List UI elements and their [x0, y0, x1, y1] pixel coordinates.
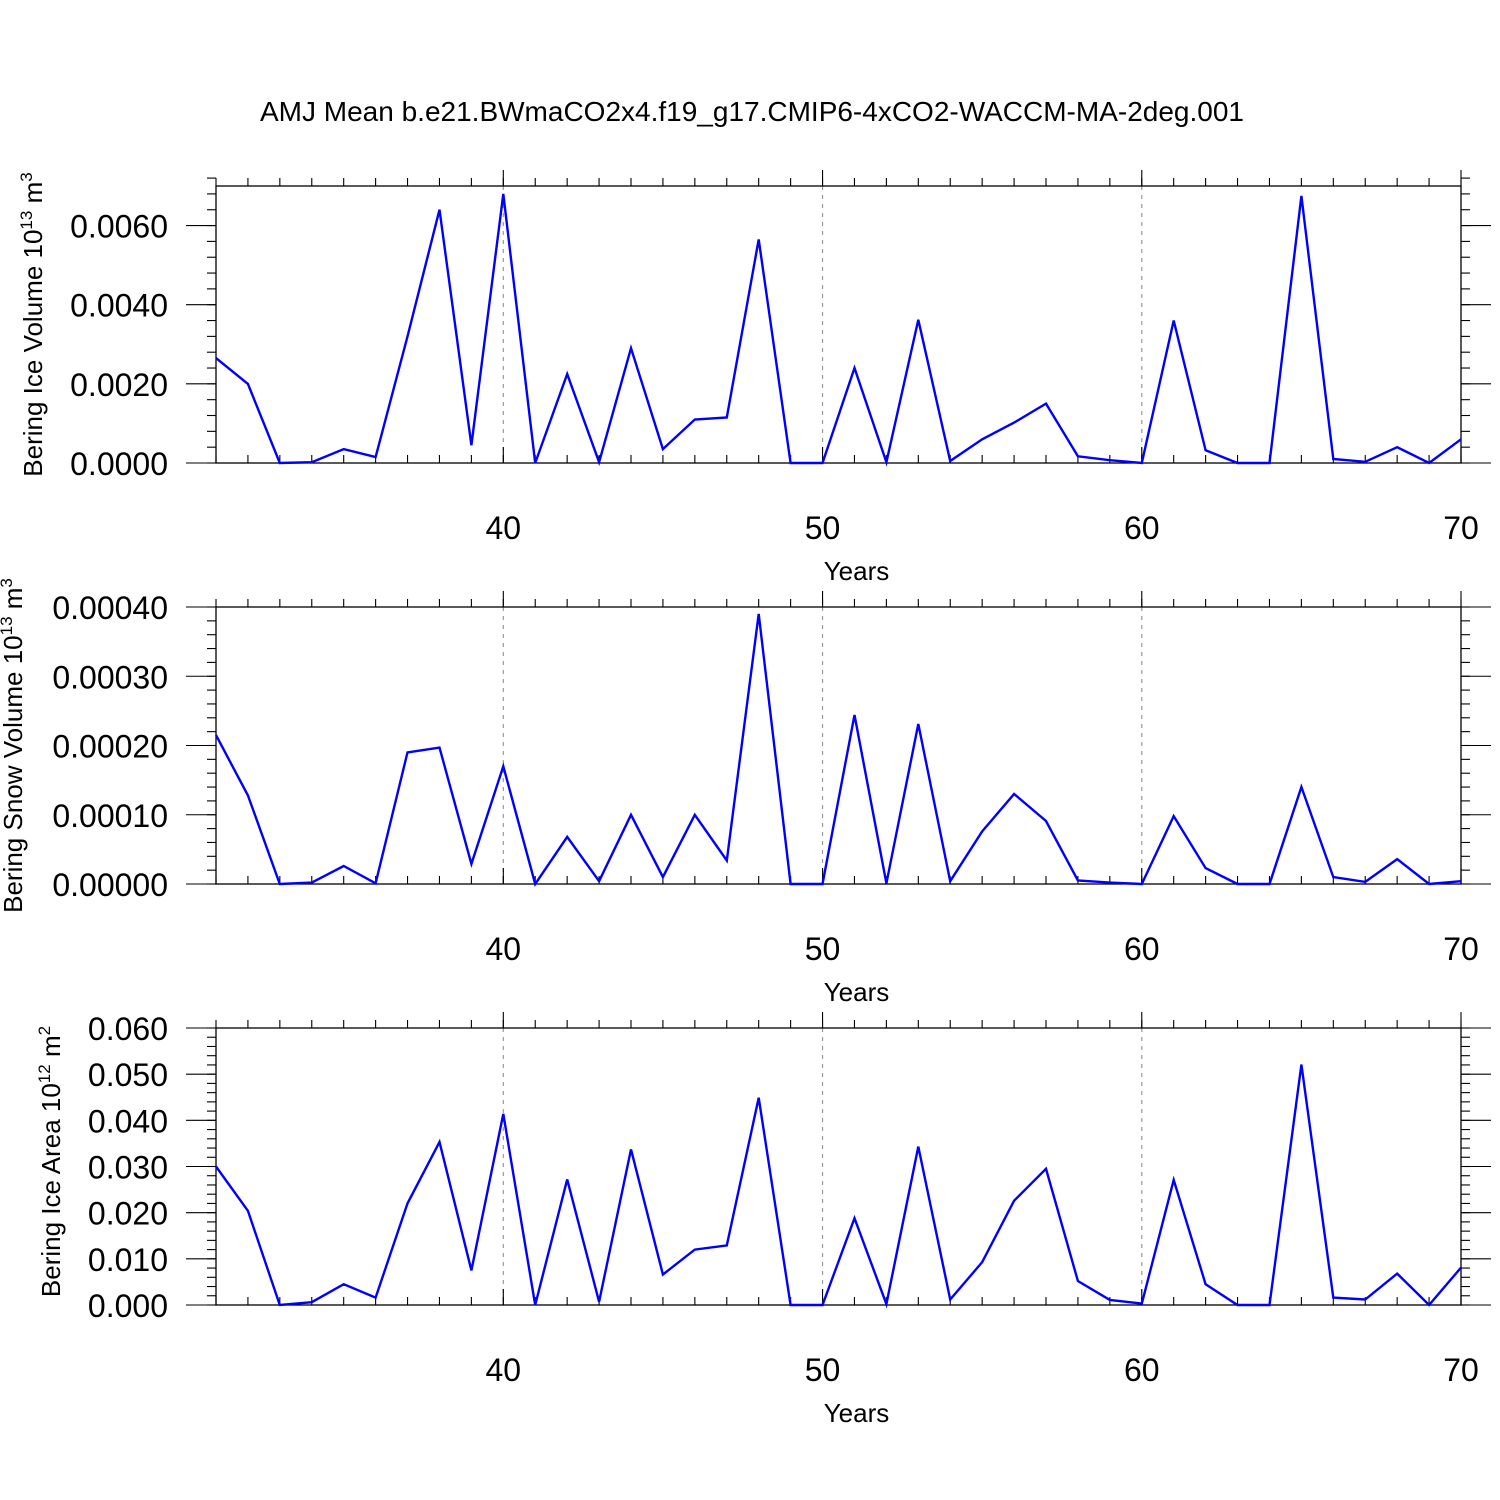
y-tick-label-ice-volume: 0.0000	[70, 446, 168, 482]
ylabel-ice-area-unit: m	[36, 1035, 66, 1064]
ylabel-ice-volume-text: Bering Ice Volume 10	[18, 230, 48, 477]
y-tick-label-ice-area: 0.060	[88, 1011, 168, 1047]
x-tick-label-snow-volume: 60	[1124, 931, 1160, 967]
ylabel-ice-area-text: Bering Ice Area 10	[36, 1083, 66, 1297]
ylabel-ice-volume-unit-exp: 3	[17, 172, 36, 181]
ylabel-snow-volume-unit: m	[0, 588, 28, 617]
xlabel-ice-volume: Years	[824, 556, 890, 586]
ylabel-ice-area-unit-exp: 2	[35, 1026, 54, 1035]
x-tick-label-snow-volume: 40	[486, 931, 522, 967]
series-line-snow-volume	[214, 613, 1462, 887]
x-tick-label-ice-volume: 40	[486, 510, 522, 546]
ylabel-ice-volume-exp: 13	[17, 211, 36, 230]
ylabel-ice-volume: Bering Ice Volume 1013 m3	[17, 172, 48, 476]
y-tick-label-ice-area: 0.050	[88, 1057, 168, 1093]
y-tick-label-snow-volume: 0.00010	[52, 798, 168, 834]
panel-ice-area: Bering Ice Area 1012 m2 Years 40 50 60 70 0.…	[35, 1011, 1491, 1428]
x-tick-label-snow-volume: 50	[805, 931, 841, 967]
ylabel-ice-area-exp: 12	[35, 1064, 54, 1083]
figure-title: AMJ Mean b.e21.BWmaCO2x4.f19_g17.CMIP6-4…	[260, 96, 1244, 127]
y-tick-label-ice-area: 0.010	[88, 1242, 168, 1278]
x-tick-label-ice-volume: 70	[1443, 510, 1479, 546]
x-tick-label-ice-area: 40	[486, 1352, 522, 1388]
y-tick-label-ice-volume: 0.0020	[70, 367, 168, 403]
x-tick-label-ice-area: 50	[805, 1352, 841, 1388]
series-line-ice-volume	[215, 193, 1462, 467]
y-tick-label-snow-volume: 0.00030	[52, 659, 168, 695]
ylabel-ice-volume-unit: m	[18, 182, 48, 211]
y-tick-label-snow-volume: 0.00000	[52, 867, 168, 903]
ylabel-ice-area: Bering Ice Area 1012 m2	[35, 1026, 66, 1297]
y-tick-label-ice-area: 0.000	[88, 1288, 168, 1324]
y-tick-label-snow-volume: 0.00040	[52, 590, 168, 626]
plot-frame-snow-volume	[215, 606, 1462, 885]
panel-snow-volume: Bering Snow Volume 1013 m3 Years 40 50 60 7…	[0, 578, 1491, 1007]
x-tick-label-ice-volume: 50	[805, 510, 841, 546]
y-tick-label-ice-area: 0.040	[88, 1103, 168, 1139]
ylabel-snow-volume-unit-exp: 3	[0, 578, 16, 587]
y-tick-label-ice-volume: 0.0040	[70, 288, 168, 324]
ylabel-snow-volume-text: Bering Snow Volume 10	[0, 635, 28, 913]
xlabel-snow-volume: Years	[824, 977, 890, 1007]
ylabel-snow-volume: Bering Snow Volume 1013 m3	[0, 578, 28, 913]
ylabel-snow-volume-exp: 13	[0, 616, 16, 635]
y-tick-label-snow-volume: 0.00020	[52, 729, 168, 765]
xlabel-ice-area: Years	[824, 1398, 890, 1428]
x-tick-label-snow-volume: 70	[1443, 931, 1479, 967]
x-tick-label-ice-area: 70	[1443, 1352, 1479, 1388]
panel-ice-volume: Bering Ice Volume 1013 m3 Years 40 50 60 70…	[17, 170, 1491, 586]
x-tick-label-ice-volume: 60	[1124, 510, 1160, 546]
x-tick-label-ice-area: 60	[1124, 1352, 1160, 1388]
y-tick-label-ice-area: 0.020	[88, 1196, 168, 1232]
plot-frame-ice-volume	[215, 185, 1462, 464]
y-tick-label-ice-volume: 0.0060	[70, 209, 168, 245]
y-tick-label-ice-area: 0.030	[88, 1150, 168, 1186]
series-line-ice-area	[215, 1064, 1462, 1309]
